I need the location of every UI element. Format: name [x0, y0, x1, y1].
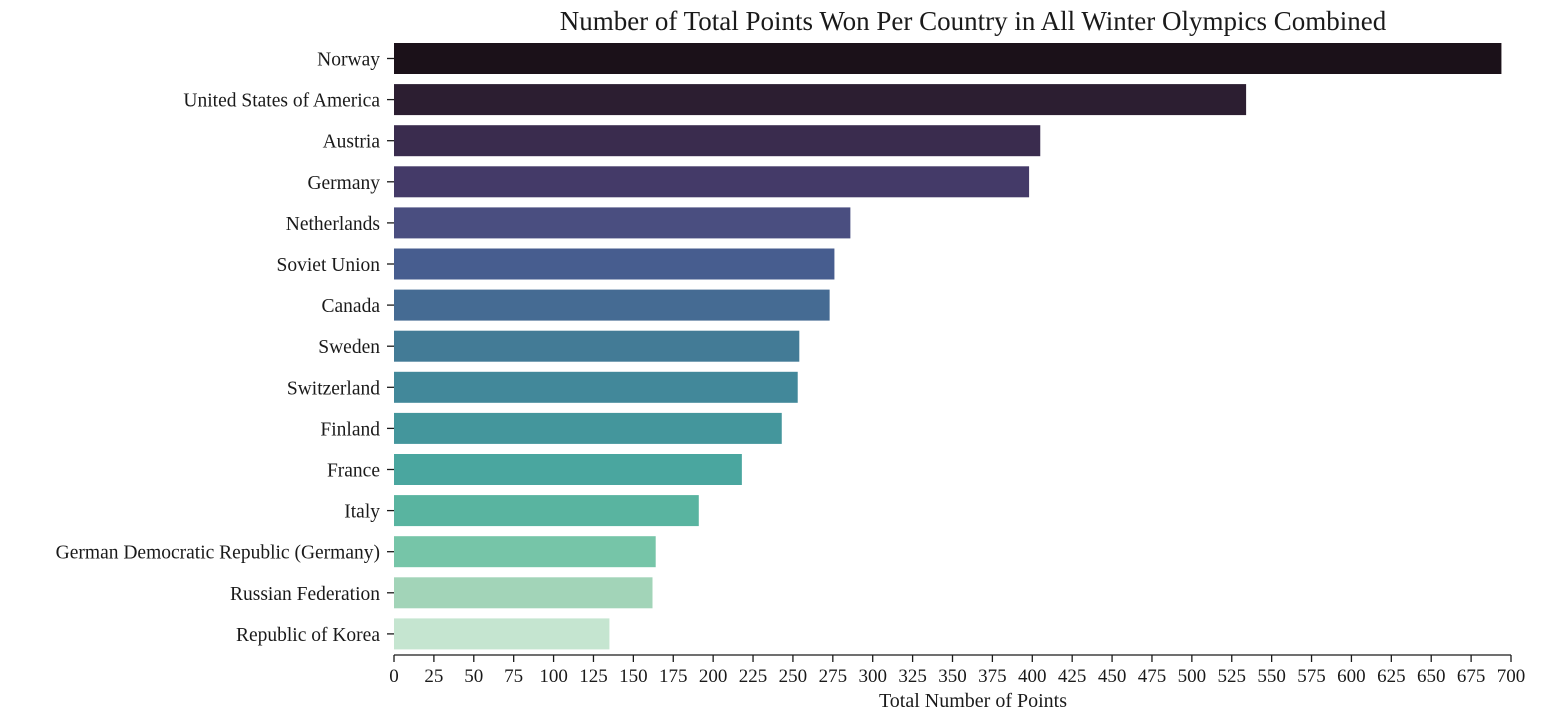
y-tick-label: Finland: [320, 419, 380, 440]
bar-austria: [394, 125, 1041, 157]
bar-finland: [394, 412, 782, 444]
x-tick-label: 0: [389, 666, 399, 687]
bar-germany: [394, 166, 1030, 198]
x-tick-label: 575: [1297, 666, 1326, 687]
bar-france: [394, 454, 742, 485]
x-tick-label: 25: [424, 666, 443, 687]
x-axis-ticks: 0 25 50 75 100 125 150 175 200 225 250 275 300 325 350…: [389, 655, 1525, 687]
bar-norway: [394, 43, 1502, 74]
bar-italy: [394, 495, 699, 527]
x-tick-label: 125: [579, 666, 608, 687]
x-tick-label: 150: [619, 666, 648, 687]
bar-switzerland: [394, 371, 798, 403]
x-tick-label: 325: [898, 666, 927, 687]
x-tick-label: 200: [699, 666, 728, 687]
y-tick-label: France: [327, 461, 380, 482]
x-tick-label: 625: [1377, 666, 1406, 687]
x-tick-label: 450: [1098, 666, 1127, 687]
x-tick-label: 550: [1257, 666, 1286, 687]
x-tick-label: 75: [504, 666, 523, 687]
y-tick-label: Norway: [317, 50, 380, 71]
x-tick-label: 350: [938, 666, 967, 687]
y-tick-label: Netherlands: [286, 214, 380, 235]
bar-german-democratic-republic-germany: [394, 536, 656, 568]
y-tick-label: German Democratic Republic (Germany): [56, 543, 380, 564]
x-tick-label: 50: [464, 666, 483, 687]
x-tick-label: 250: [779, 666, 808, 687]
x-tick-label: 525: [1218, 666, 1247, 687]
y-tick-label: Austria: [323, 132, 381, 153]
x-tick-label: 275: [819, 666, 848, 687]
x-tick-label: 175: [659, 666, 688, 687]
y-tick-label: Soviet Union: [277, 255, 381, 276]
x-tick-label: 500: [1178, 666, 1207, 687]
x-tick-label: 300: [858, 666, 887, 687]
chart-title: Number of Total Points Won Per Country i…: [560, 6, 1387, 36]
bars-group: [394, 43, 1502, 650]
bar-united-states-of-america: [394, 84, 1247, 116]
y-tick-label: Republic of Korea: [236, 625, 380, 646]
x-tick-label: 375: [978, 666, 1007, 687]
x-tick-label: 225: [739, 666, 768, 687]
x-tick-label: 425: [1058, 666, 1087, 687]
bar-russian-federation: [394, 577, 653, 609]
x-tick-label: 650: [1417, 666, 1446, 687]
bar-netherlands: [394, 207, 851, 239]
x-tick-label: 475: [1138, 666, 1167, 687]
x-tick-label: 100: [539, 666, 568, 687]
y-tick-label: Germany: [307, 173, 380, 194]
bar-soviet-union: [394, 248, 835, 280]
x-tick-label: 675: [1457, 666, 1486, 687]
y-tick-label: Switzerland: [287, 378, 380, 399]
x-axis-label: Total Number of Points: [879, 690, 1067, 712]
x-tick-label: 700: [1497, 666, 1526, 687]
y-axis-labels: Norway United States of America Austria Ger…: [56, 50, 394, 646]
y-tick-label: Sweden: [318, 337, 380, 358]
y-tick-label: Italy: [344, 502, 380, 523]
bar-republic-of-korea: [394, 618, 610, 650]
x-tick-label: 400: [1018, 666, 1047, 687]
x-tick-label: 600: [1337, 666, 1366, 687]
bar-canada: [394, 289, 830, 321]
bar-sweden: [394, 330, 800, 362]
y-tick-label: United States of America: [183, 91, 380, 112]
y-tick-label: Canada: [322, 296, 381, 317]
y-tick-label: Russian Federation: [230, 584, 380, 605]
